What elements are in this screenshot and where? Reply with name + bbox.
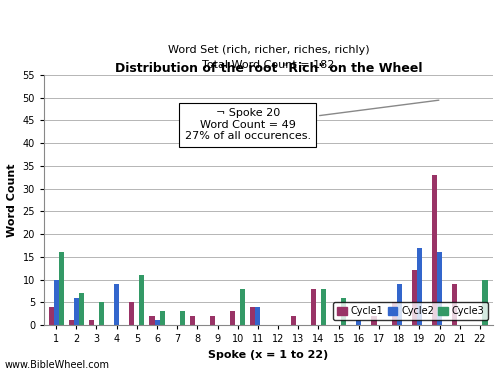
Text: Word Set (rich, richer, riches, richly): Word Set (rich, richer, riches, richly) <box>168 45 370 55</box>
Bar <box>412 270 417 325</box>
Bar <box>452 284 457 325</box>
Bar <box>210 316 215 325</box>
Text: www.BibleWheel.com: www.BibleWheel.com <box>5 360 110 370</box>
Bar <box>437 252 442 325</box>
Bar <box>372 316 376 325</box>
Y-axis label: Word Count: Word Count <box>7 163 17 237</box>
Bar <box>79 293 84 325</box>
Bar <box>256 307 260 325</box>
Bar <box>356 321 362 325</box>
Bar <box>417 248 422 325</box>
Bar <box>311 289 316 325</box>
Bar <box>341 298 346 325</box>
Legend: Cycle1, Cycle2, Cycle3: Cycle1, Cycle2, Cycle3 <box>334 302 488 320</box>
Bar <box>48 307 54 325</box>
Bar <box>240 289 246 325</box>
Bar <box>140 275 144 325</box>
Bar <box>130 302 134 325</box>
Bar <box>321 289 326 325</box>
X-axis label: Spoke (x = 1 to 22): Spoke (x = 1 to 22) <box>208 350 328 359</box>
Bar <box>190 316 195 325</box>
Text: ¬ Spoke 20
Word Count = 49
27% of all occurences.: ¬ Spoke 20 Word Count = 49 27% of all oc… <box>185 100 439 141</box>
Bar <box>180 311 185 325</box>
Bar <box>74 298 79 325</box>
Bar <box>114 284 119 325</box>
Bar <box>154 321 160 325</box>
Bar <box>54 279 59 325</box>
Bar <box>482 279 488 325</box>
Bar <box>290 316 296 325</box>
Bar <box>160 311 164 325</box>
Bar <box>68 321 74 325</box>
Bar <box>230 311 235 325</box>
Bar <box>250 307 256 325</box>
Bar <box>150 316 154 325</box>
Bar <box>392 302 396 325</box>
Title: Distribution of the root "Rich" on the Wheel: Distribution of the root "Rich" on the W… <box>115 62 422 75</box>
Bar <box>99 302 104 325</box>
Text: Total Word Count = 182: Total Word Count = 182 <box>202 60 334 70</box>
Bar <box>432 175 437 325</box>
Bar <box>58 252 64 325</box>
Bar <box>396 284 402 325</box>
Bar <box>89 321 94 325</box>
